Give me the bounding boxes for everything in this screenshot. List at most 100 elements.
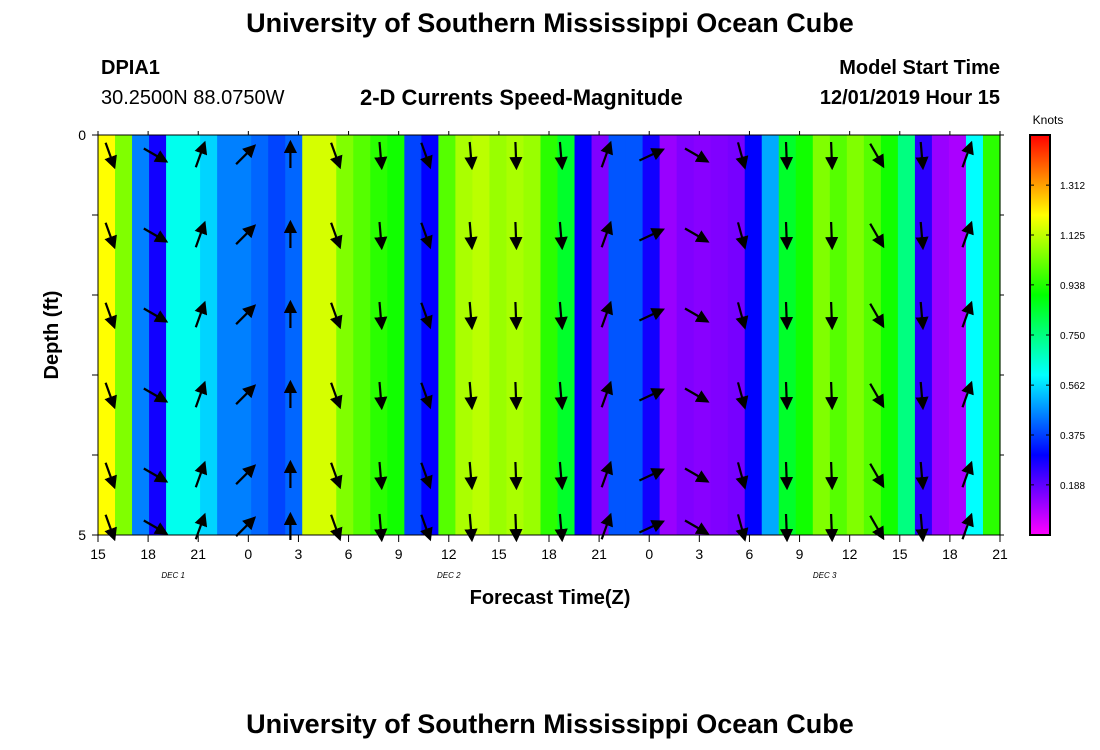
current-arrow: [915, 461, 929, 491]
current-arrow: [554, 461, 568, 491]
heat-cell: [98, 135, 116, 535]
heat-cell: [149, 135, 167, 535]
date-label: DEC 3: [813, 571, 837, 580]
current-arrow: [464, 221, 478, 251]
date-label: DEC 1: [161, 571, 185, 580]
current-arrow: [735, 382, 749, 410]
heat-cell: [761, 135, 780, 535]
current-arrow: [779, 141, 794, 171]
current-arrow: [329, 222, 343, 250]
current-arrow: [869, 463, 885, 489]
current-arrow: [684, 519, 710, 535]
x-axis: 15 18 21 0 3 6 9 12 15 18 21 0 3 6 9 12 15 18 21 DEC 1 DEC 2…: [90, 131, 1008, 580]
current-arrow: [464, 461, 478, 491]
current-arrow: [420, 142, 433, 170]
current-arrow: [638, 468, 665, 482]
current-arrow: [374, 461, 388, 491]
current-arrow: [825, 301, 839, 331]
x-tick-label: 3: [295, 546, 303, 562]
current-arrow: [194, 220, 208, 248]
heat-cell: [948, 135, 967, 535]
x-tick-label: 21: [591, 546, 607, 562]
heat-cell: [863, 135, 882, 535]
current-arrow: [779, 461, 794, 491]
current-arrow: [684, 147, 710, 163]
current-arrow: [194, 300, 208, 328]
current-arrow: [329, 302, 343, 330]
x-tick-label: 6: [345, 546, 353, 562]
heat-cell: [982, 135, 1001, 535]
y-axis: 05: [78, 127, 1004, 543]
colorbar-ticks: 1.312 1.125 0.938 0.750 0.562 0.375 0.188: [1030, 181, 1085, 492]
colorbar-tick-label: 1.312: [1060, 181, 1085, 192]
current-arrow: [600, 220, 613, 248]
current-arrow: [554, 381, 568, 411]
y-axis-label: Depth (ft): [41, 291, 63, 380]
current-arrow: [638, 228, 665, 242]
current-arrow: [420, 462, 433, 490]
heat-cell: [404, 135, 422, 535]
current-arrow: [735, 462, 749, 490]
current-arrow: [915, 301, 929, 331]
colorbar-tick-label: 0.375: [1060, 431, 1085, 442]
heat-cell: [812, 135, 831, 535]
current-arrow: [143, 387, 169, 403]
current-arrow: [194, 140, 208, 168]
heat-cell: [268, 135, 286, 535]
heat-cell: [829, 135, 848, 535]
current-arrow: [329, 462, 343, 490]
x-tick-label: 9: [395, 546, 403, 562]
x-tick-label: 9: [796, 546, 804, 562]
current-arrow: [554, 141, 568, 171]
x-tick-label: 21: [992, 546, 1008, 562]
current-arrow: [194, 460, 208, 488]
current-arrow: [554, 513, 568, 543]
current-arrow: [509, 221, 523, 251]
heat-cell: [710, 135, 729, 535]
heat-cell: [132, 135, 150, 535]
heat-cell: [523, 135, 542, 535]
current-arrow: [961, 220, 974, 248]
heat-cell: [625, 135, 644, 535]
current-arrow: [915, 141, 929, 171]
x-tick-label: 15: [90, 546, 106, 562]
current-arrow: [235, 224, 257, 245]
current-arrow: [600, 140, 613, 168]
current-arrow: [735, 142, 749, 170]
current-arrow: [961, 460, 974, 488]
heat-cell: [880, 135, 899, 535]
current-arrow: [915, 513, 929, 543]
current-arrow: [779, 381, 794, 411]
heat-cell: [931, 135, 950, 535]
current-arrow: [329, 382, 343, 410]
current-arrow: [915, 221, 929, 251]
current-arrow: [194, 380, 208, 408]
current-arrow: [464, 381, 478, 411]
x-tick-label: 18: [541, 546, 557, 562]
heat-cell: [489, 135, 508, 535]
current-arrow: [374, 381, 388, 411]
current-arrow: [638, 308, 665, 322]
x-tick-label: 12: [441, 546, 457, 562]
date-label: DEC 2: [437, 571, 461, 580]
current-arrow: [104, 382, 117, 410]
current-arrow: [638, 520, 665, 534]
current-arrow: [464, 141, 478, 171]
heat-cell: [370, 135, 388, 535]
current-arrow: [554, 221, 568, 251]
heat-cell: [285, 135, 303, 535]
current-arrow: [374, 513, 388, 543]
current-arrow: [638, 148, 665, 162]
current-arrow: [464, 513, 478, 543]
x-tick-label: 0: [244, 546, 252, 562]
current-arrow: [961, 380, 974, 408]
current-arrow: [684, 387, 710, 403]
current-arrow: [961, 300, 974, 328]
current-arrow: [735, 302, 749, 330]
current-arrow: [143, 227, 169, 243]
current-arrow: [374, 301, 388, 331]
title-top: University of Southern Mississippi Ocean…: [246, 8, 854, 38]
current-arrow: [235, 464, 257, 485]
heat-cell: [234, 135, 252, 535]
